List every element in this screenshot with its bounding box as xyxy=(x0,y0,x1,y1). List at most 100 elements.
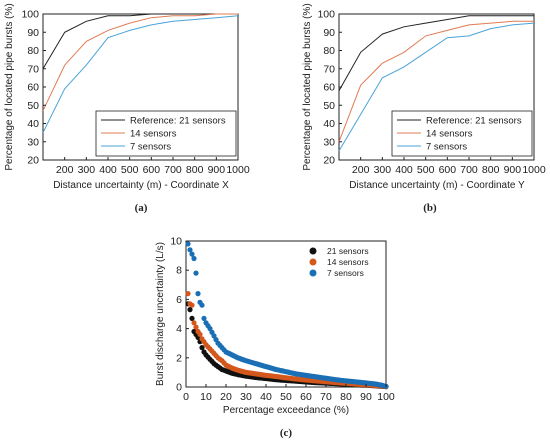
panel-c-point-14 xyxy=(185,291,191,297)
panel-c-legend-label-7: 7 sensors xyxy=(327,268,364,278)
panel-b-legend-label-14: 14 sensors xyxy=(426,129,473,140)
panel-b-line-chart: Percentage of located pipe bursts (%) Di… xyxy=(302,3,546,214)
panel-c-ylabel: Burst discharge uncertainty (L/s) xyxy=(155,242,166,386)
panel-b-y-tick-label: 80 xyxy=(323,45,335,57)
panel-c-point-7 xyxy=(191,255,197,262)
panel-b-y-tick-label: 20 xyxy=(323,155,335,167)
panel-b-x-tick-label: 900 xyxy=(504,164,522,176)
panel-a-x-tick-label: 300 xyxy=(78,164,96,176)
panel-c-x-tick-label: 20 xyxy=(220,391,232,403)
panel-c-point-14 xyxy=(189,302,195,308)
panel-a-y-tick-label: 80 xyxy=(27,45,39,57)
panel-a-series-line-7 xyxy=(42,15,239,133)
panel-c-legend-marker-14 xyxy=(309,258,317,266)
panel-a-line-chart: Percentage of located pipe bursts (%) Di… xyxy=(4,3,250,214)
panel-c-point-14 xyxy=(193,324,199,330)
panel-c-xlabel: Percentage exceedance (%) xyxy=(223,405,349,416)
panel-a-x-tick-label: 800 xyxy=(186,164,204,176)
panel-b-y-tick-label: 30 xyxy=(323,136,335,148)
panel-c-x-tick-label: 30 xyxy=(240,391,252,403)
panel-c-point-7 xyxy=(201,315,207,321)
panel-a-xlabel: Distance uncertainty (m) - Coordinate X xyxy=(53,180,229,191)
panel-a-legend-label-7: 7 sensors xyxy=(130,142,171,153)
panel-a-x-tick-label: 1000 xyxy=(226,164,250,176)
panel-c-scatter-chart: Burst discharge uncertainty (L/s) Percen… xyxy=(155,236,395,440)
panel-a-y-tick-label: 90 xyxy=(27,27,39,39)
panel-b-xlabel: Distance uncertainty (m) - Coordinate Y xyxy=(349,180,525,191)
panel-b-y-tick-label: 40 xyxy=(323,118,335,130)
panel-b-x-tick-label: 300 xyxy=(374,164,392,176)
panel-a-y-tick-label: 50 xyxy=(27,100,39,112)
panel-a-y-tick-label: 100 xyxy=(21,9,39,21)
panel-a-y-tick-label: 60 xyxy=(27,82,39,94)
panel-c-point-14 xyxy=(191,320,197,326)
panel-c-x-tick-label: 50 xyxy=(280,391,292,403)
panel-b-series-line-14 xyxy=(338,20,534,142)
panel-c-y-tick-label: 0 xyxy=(176,382,182,394)
panel-b-x-tick-label: 200 xyxy=(352,164,370,176)
panel-a-ylabel: Percentage of located pipe bursts (%) xyxy=(4,3,15,170)
panel-b-series-line-7 xyxy=(338,22,535,152)
panel-c-x-tick-label: 10 xyxy=(200,391,212,403)
panel-c-x-tick-label: 70 xyxy=(320,391,332,403)
panel-c-point-7 xyxy=(199,302,205,308)
panel-b-y-tick-label: 50 xyxy=(323,100,335,112)
panel-b-legend: Reference: 21 sensors 14 sensors 7 senso… xyxy=(391,110,533,157)
panel-a-y-tick-label: 40 xyxy=(27,118,39,130)
panel-c-legend-label-21: 21 sensors xyxy=(327,246,369,256)
panel-c-point-21 xyxy=(189,315,195,321)
panel-a-y-tick-label: 30 xyxy=(27,136,39,148)
panel-c-point-21 xyxy=(199,345,205,351)
panel-a-x-tick-label: 200 xyxy=(56,164,74,176)
panel-b-legend-label-ref: Reference: 21 sensors xyxy=(426,116,522,127)
panel-a-x-tick-label: 600 xyxy=(143,164,161,176)
panel-b-x-tick-label: 600 xyxy=(439,164,457,176)
panel-c-y-tick-label: 6 xyxy=(176,294,182,306)
panel-c-point-14 xyxy=(197,331,203,337)
panel-c-y-tick-label: 2 xyxy=(176,352,182,364)
panel-a-label: (a) xyxy=(135,202,148,214)
panel-c-x-tick-label: 90 xyxy=(360,391,372,403)
panel-c-x-tick-label: 80 xyxy=(340,391,352,403)
panel-a-legend: Reference: 21 sensors 14 sensors 7 senso… xyxy=(95,110,237,157)
panel-b-x-tick-label: 400 xyxy=(395,164,413,176)
panel-a-x-tick-label: 900 xyxy=(208,164,226,176)
panel-c-y-tick-label: 10 xyxy=(170,236,182,248)
panel-c-point-7 xyxy=(195,291,201,297)
panel-c-point-7 xyxy=(189,251,195,257)
panel-b-legend-label-7: 7 sensors xyxy=(426,142,467,153)
panel-b-label: (b) xyxy=(423,202,437,214)
panel-a-legend-label-14: 14 sensors xyxy=(130,129,177,140)
panel-c-point-21 xyxy=(187,307,193,313)
panel-a-series-line-14 xyxy=(42,13,238,111)
panel-b-x-tick-label: 1000 xyxy=(522,164,546,176)
panel-c-point-7 xyxy=(187,247,193,253)
panel-c-point-7 xyxy=(193,270,199,276)
panel-a-x-tick-label: 500 xyxy=(121,164,139,176)
panel-b-ylabel: Percentage of located pipe bursts (%) xyxy=(302,3,313,170)
panel-b-x-tick-label: 500 xyxy=(417,164,435,176)
panel-c-x-tick-label: 100 xyxy=(377,391,395,403)
panel-b-y-tick-label: 100 xyxy=(317,9,335,21)
panel-c-y-tick-label: 4 xyxy=(176,323,182,335)
panel-a-series-line-ref xyxy=(42,13,238,70)
panel-b-y-tick-label: 60 xyxy=(323,82,335,94)
panel-c-label: (c) xyxy=(280,427,293,439)
panel-b-x-tick-label: 700 xyxy=(460,164,478,176)
panel-c-x-tick-label: 60 xyxy=(300,391,312,403)
panel-a-x-tick-label: 700 xyxy=(164,164,182,176)
panel-c-y-tick-label: 8 xyxy=(176,265,182,277)
panel-c-legend-label-14: 14 sensors xyxy=(327,257,369,267)
panel-a-x-tick-label: 400 xyxy=(99,164,117,176)
panel-c-legend-marker-21 xyxy=(309,247,317,255)
panel-c-legend: 21 sensors 14 sensors 7 sensors xyxy=(309,246,369,278)
panel-a-y-tick-label: 70 xyxy=(27,63,39,75)
panel-c-point-7 xyxy=(185,241,191,247)
panel-c-x-tick-label: 0 xyxy=(183,391,189,403)
panel-a-legend-label-ref: Reference: 21 sensors xyxy=(130,116,226,127)
panel-b-y-tick-label: 70 xyxy=(323,63,335,75)
panel-a-y-tick-label: 20 xyxy=(27,155,39,167)
panel-b-x-tick-label: 800 xyxy=(482,164,500,176)
panel-b-y-tick-label: 90 xyxy=(323,27,335,39)
